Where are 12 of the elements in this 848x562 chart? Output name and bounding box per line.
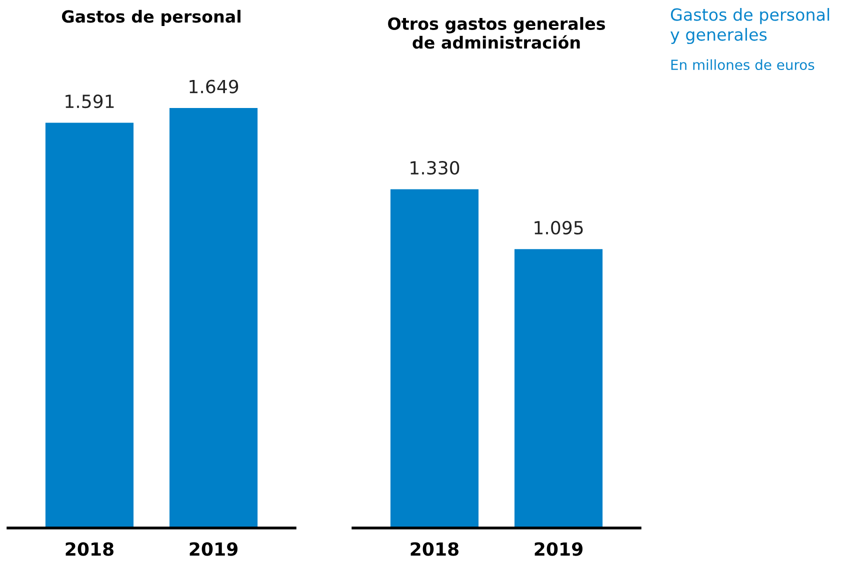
data-label: 1.649 — [190, 80, 238, 94]
chart-title: Gastos de personal — [62, 10, 240, 26]
x-tick-label: 2019 — [534, 542, 582, 556]
text: Gastos de personal y generales — [670, 8, 830, 44]
x-tick-label: 2018 — [410, 542, 458, 556]
x-tick-label: 2019 — [190, 542, 238, 556]
text: En millones de euros — [671, 59, 814, 70]
data-label: 1.095 — [534, 220, 583, 234]
x-tick-label: 2018 — [66, 542, 114, 556]
data-label: 1.330 — [410, 160, 460, 175]
data-label: 1.591 — [66, 94, 114, 108]
chart-title: Otros gastos generales de administración — [388, 17, 605, 49]
